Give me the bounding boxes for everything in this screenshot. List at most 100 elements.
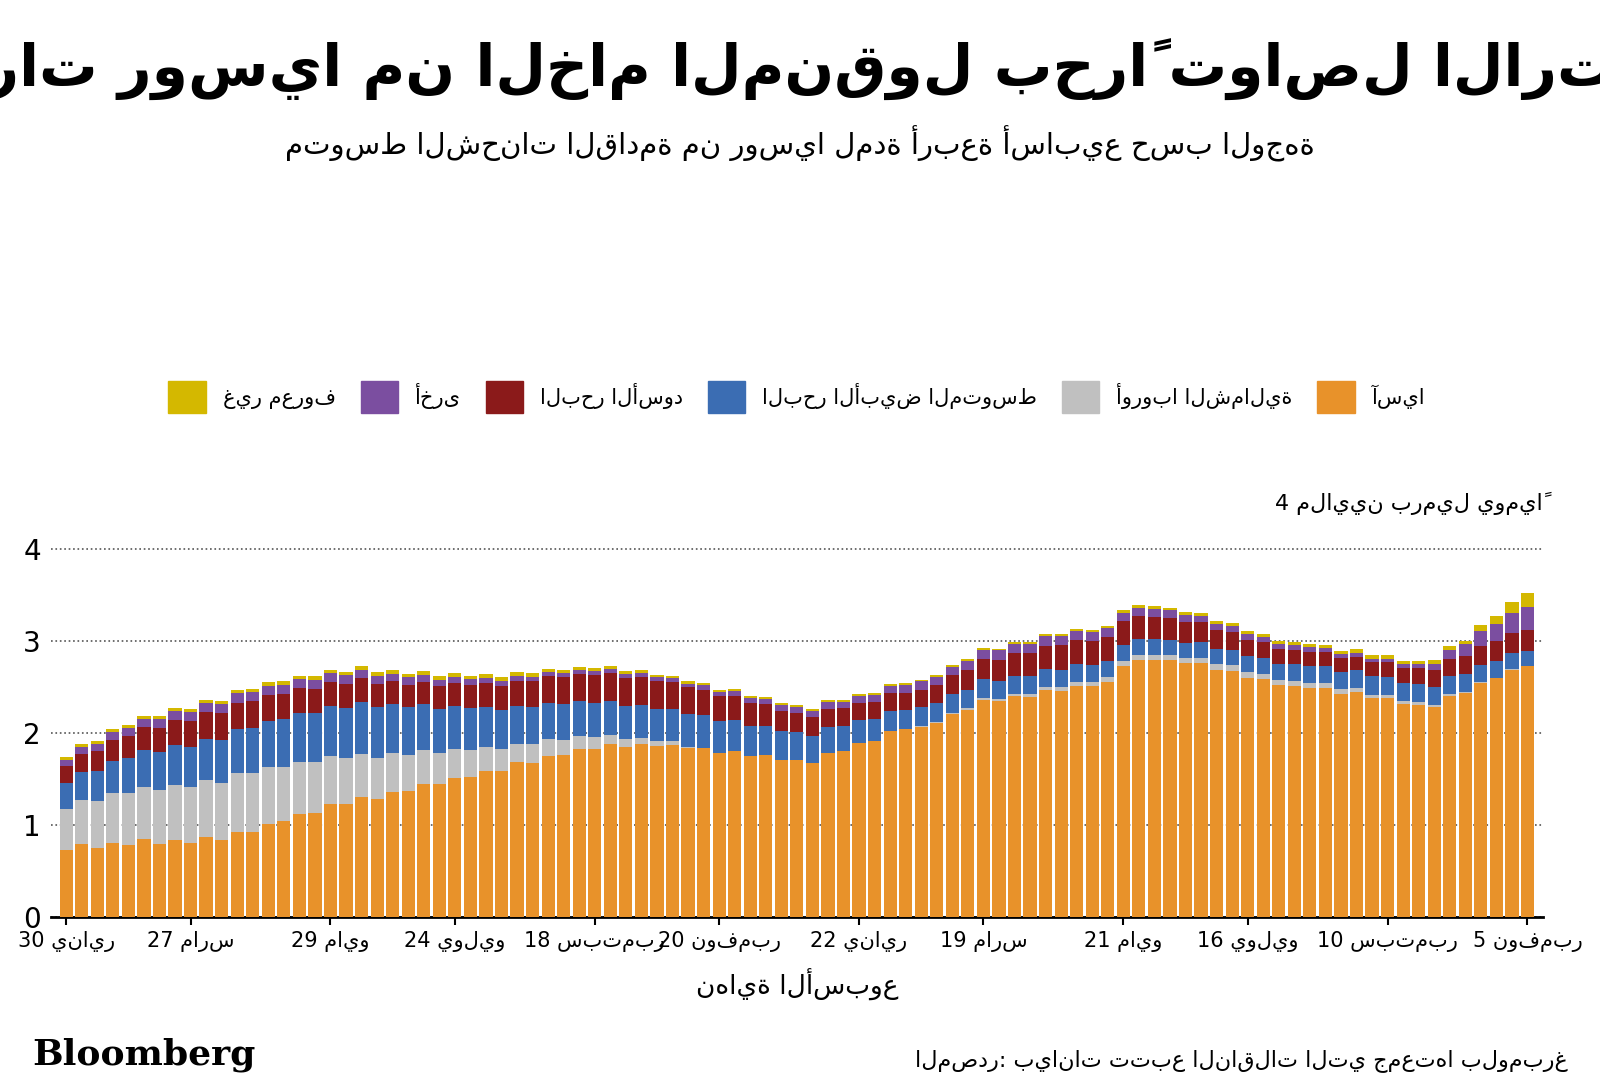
Bar [432, 686, 446, 709]
Bar [1210, 624, 1222, 630]
Bar [309, 812, 322, 917]
Bar [480, 674, 493, 677]
Bar [106, 843, 120, 917]
Bar [230, 693, 243, 702]
Bar [1179, 643, 1192, 658]
Bar [806, 762, 819, 917]
Bar [589, 672, 602, 675]
Bar [494, 710, 509, 749]
Bar [1459, 693, 1472, 917]
Bar [899, 729, 912, 917]
Bar [1318, 648, 1333, 652]
Bar [1147, 660, 1162, 917]
Bar [1443, 695, 1456, 696]
Bar [480, 771, 493, 917]
Bar [1522, 651, 1534, 666]
Bar [806, 736, 819, 762]
Bar [992, 699, 1005, 701]
Bar [962, 661, 974, 670]
Bar [806, 709, 819, 711]
Bar [91, 800, 104, 847]
Bar [386, 792, 400, 917]
Bar [262, 824, 275, 917]
Bar [589, 737, 602, 749]
Bar [309, 680, 322, 689]
Bar [666, 741, 678, 745]
Bar [1195, 616, 1208, 622]
Bar [1038, 687, 1053, 690]
Bar [526, 677, 539, 681]
Bar [184, 709, 197, 712]
Bar [1024, 653, 1037, 676]
Bar [1522, 666, 1534, 917]
Bar [728, 751, 741, 917]
Bar [432, 784, 446, 917]
Bar [946, 665, 958, 666]
Bar [1443, 676, 1456, 695]
Bar [650, 709, 664, 741]
Bar [541, 756, 555, 917]
Bar [1490, 624, 1502, 641]
Bar [448, 778, 461, 917]
Bar [867, 692, 882, 695]
Bar [418, 784, 430, 917]
Bar [480, 707, 493, 747]
Bar [883, 693, 896, 711]
Bar [682, 714, 694, 747]
Bar [1272, 686, 1285, 917]
Bar [214, 739, 229, 783]
Bar [1195, 622, 1208, 642]
Bar [246, 773, 259, 832]
Bar [1427, 708, 1442, 917]
Bar [666, 710, 678, 741]
Bar [635, 745, 648, 917]
Bar [1008, 644, 1021, 653]
Bar [1413, 668, 1426, 684]
Bar [1256, 633, 1270, 637]
Bar [200, 781, 213, 838]
Bar [589, 703, 602, 737]
Bar [1024, 693, 1037, 697]
Bar [1397, 668, 1410, 682]
Bar [1413, 665, 1426, 668]
Bar [184, 787, 197, 843]
Bar [1304, 688, 1317, 917]
Bar [1304, 648, 1317, 652]
Bar [339, 759, 352, 804]
Bar [1427, 664, 1442, 670]
Bar [1195, 663, 1208, 917]
Bar [168, 840, 182, 917]
Bar [200, 703, 213, 712]
Bar [1024, 644, 1037, 653]
Bar [790, 733, 803, 760]
Bar [339, 672, 352, 675]
Bar [510, 762, 523, 917]
Bar [1117, 621, 1130, 645]
Bar [91, 744, 104, 751]
Bar [402, 685, 414, 708]
Bar [75, 772, 88, 800]
Bar [1334, 651, 1347, 654]
Bar [1086, 682, 1099, 687]
Bar [1381, 662, 1394, 677]
Bar [1304, 652, 1317, 666]
Bar [262, 695, 275, 721]
Bar [510, 744, 523, 762]
Bar [1147, 606, 1162, 609]
Bar [774, 760, 787, 917]
Bar [698, 682, 710, 686]
Bar [1490, 616, 1502, 624]
Bar [573, 736, 586, 749]
Bar [1242, 678, 1254, 917]
Bar [526, 745, 539, 762]
Bar [1474, 645, 1488, 665]
Bar [1288, 650, 1301, 664]
Bar [1179, 621, 1192, 643]
Bar [666, 676, 678, 678]
Bar [1133, 605, 1146, 608]
Bar [106, 733, 120, 739]
Bar [573, 674, 586, 701]
Bar [184, 843, 197, 917]
Bar [1256, 637, 1270, 642]
Bar [728, 696, 741, 720]
